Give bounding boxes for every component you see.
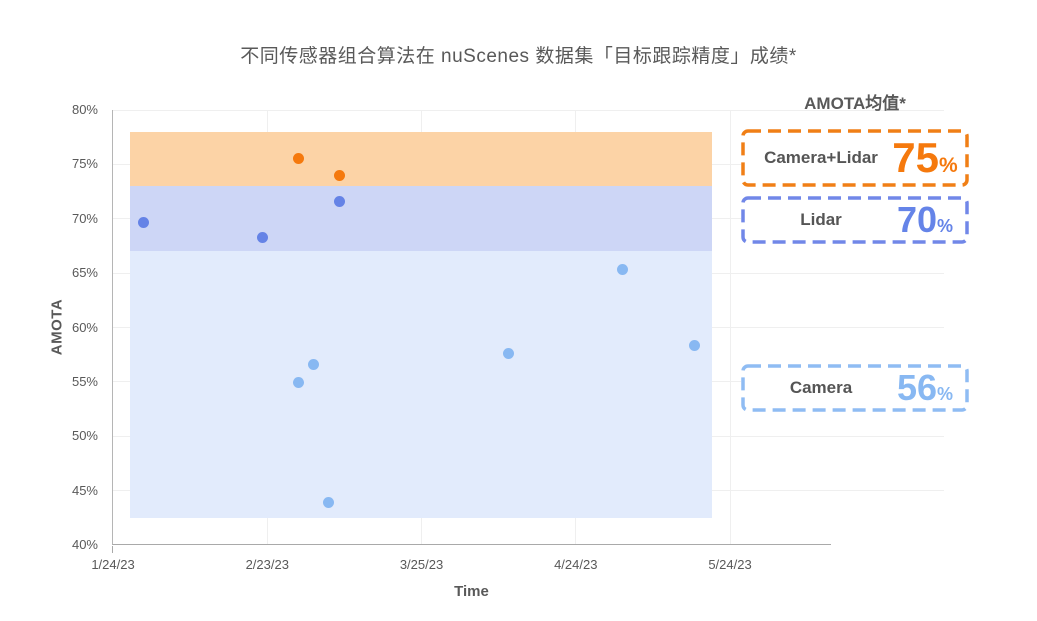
x-tick-label: 2/23/23 (245, 557, 289, 572)
legend-label-lidar: Lidar (800, 210, 842, 229)
plot-area (112, 109, 944, 545)
legend-label-camera-lidar: Camera+Lidar (764, 148, 878, 167)
scatter-point-camera-lidar (333, 169, 345, 181)
y-tick-label: 70% (71, 210, 98, 226)
scatter-point-lidar (333, 195, 345, 207)
legend-value-camera-lidar: 75% (892, 134, 958, 181)
x-axis-origin-tick (112, 546, 113, 553)
scatter-point-camera (616, 264, 628, 276)
band-camera (129, 251, 712, 518)
vertical-gridline (729, 110, 731, 544)
scatter-point-camera (503, 348, 515, 360)
scatter-point-camera (688, 340, 700, 352)
y-tick-label: 40% (71, 537, 98, 552)
scatter-point-camera-lidar (292, 153, 304, 165)
legend-item-lidar: Lidar 70% (741, 196, 969, 244)
y-tick-label: 75% (71, 156, 98, 172)
x-axis-title: Time (454, 583, 489, 600)
scatter-point-camera (323, 497, 335, 509)
x-tick-label: 3/25/23 (399, 557, 444, 572)
scatter-point-lidar (256, 231, 268, 243)
scatter-point-camera (308, 358, 320, 370)
x-tick-label: 1/24/23 (91, 557, 135, 572)
y-tick-label: 65% (71, 265, 98, 281)
y-tick-label: 55% (71, 373, 98, 389)
band-camera-lidar (129, 131, 712, 187)
y-tick-label: 60% (71, 319, 98, 335)
horizontal-gridline (113, 109, 944, 111)
y-tick-label: 80% (71, 102, 98, 117)
y-tick-label: 45% (71, 482, 98, 498)
x-tick-label: 5/24/23 (708, 557, 752, 572)
band-lidar (129, 186, 712, 252)
legend-value-camera: 56% (896, 367, 954, 408)
x-tick-label: 4/24/23 (554, 557, 598, 572)
scatter-point-camera (292, 377, 304, 389)
legend-item-camera-lidar: Camera+Lidar 75% (741, 129, 969, 187)
chart-title: 不同传感器组合算法在 nuScenes 数据集「目标跟踪精度」成绩* (240, 46, 797, 67)
legend-value-lidar: 70% (896, 199, 954, 240)
legend-item-camera: Camera 56% (741, 364, 969, 412)
legend-label-camera: Camera (789, 378, 853, 397)
y-tick-label: 50% (71, 428, 98, 444)
y-axis-title: AMOTA (48, 298, 66, 356)
scatter-point-lidar (138, 216, 150, 228)
legend-title: AMOTA均值* (804, 94, 906, 113)
